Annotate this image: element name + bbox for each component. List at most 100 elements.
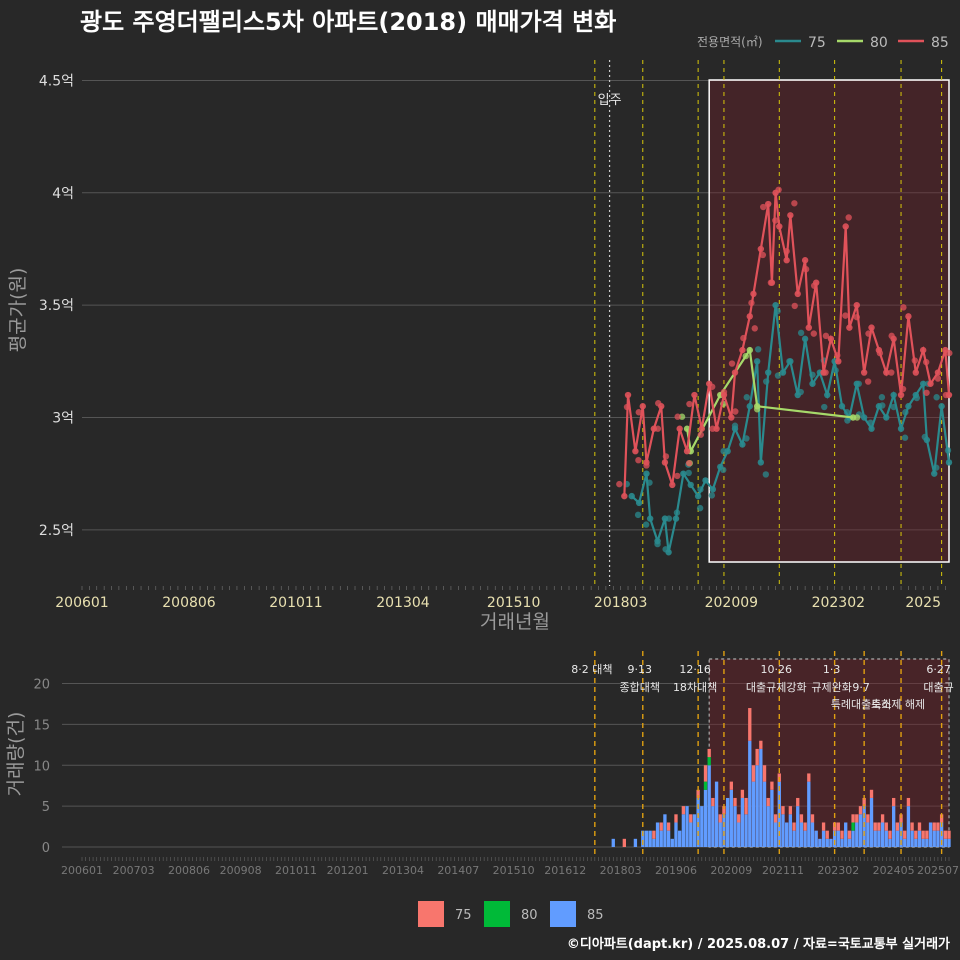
volume-bar-75 bbox=[895, 822, 900, 831]
volume-bar-85 bbox=[796, 806, 800, 847]
price-point-85 bbox=[899, 385, 907, 393]
price-point-80 bbox=[753, 406, 761, 413]
price-x-axis-label: 거래년월 bbox=[480, 611, 550, 633]
price-point-85 bbox=[802, 266, 810, 273]
volume-bar-85 bbox=[773, 822, 778, 847]
volume-event-label: 토허제 해제 bbox=[871, 697, 925, 711]
volume-bar-75 bbox=[858, 806, 863, 815]
volume-bar-75 bbox=[821, 822, 826, 831]
price-point-85 bbox=[783, 248, 790, 255]
price-point-75 bbox=[797, 329, 805, 337]
price-point-85 bbox=[934, 369, 942, 376]
price-point-85 bbox=[922, 358, 930, 366]
volume-bar-75 bbox=[869, 789, 874, 798]
chart-title: 광도 주영더팰리스5차 아파트(2018) 매매가격 변화 bbox=[80, 8, 616, 36]
price-point-85 bbox=[805, 324, 813, 331]
volume-x-tick-label: 202507 bbox=[917, 864, 959, 877]
volume-event-label: 대출규제강화 bbox=[746, 681, 807, 694]
volume-bar-75 bbox=[884, 822, 888, 831]
price-point-85 bbox=[905, 313, 912, 320]
volume-bar-85 bbox=[836, 830, 840, 847]
volume-event-label: 18차대책 bbox=[673, 681, 717, 694]
volume-bar-85 bbox=[655, 822, 660, 847]
price-point-85 bbox=[822, 332, 830, 340]
volume-bar-85 bbox=[928, 822, 933, 847]
price-point-75 bbox=[665, 515, 673, 522]
volume-bar-75 bbox=[921, 830, 925, 839]
price-point-85 bbox=[760, 203, 767, 211]
volume-bar-80 bbox=[707, 757, 711, 766]
price-point-75 bbox=[753, 358, 761, 365]
volume-bar-85 bbox=[711, 806, 715, 847]
volume-bar-85 bbox=[659, 830, 663, 847]
volume-bar-85 bbox=[633, 838, 638, 847]
volume-bar-85 bbox=[722, 814, 726, 847]
volume-bar-85 bbox=[925, 838, 929, 847]
volume-y-ticks: 0 5 10 15 20 bbox=[33, 678, 50, 856]
volume-bar-85 bbox=[884, 830, 888, 847]
price-point-85 bbox=[759, 251, 767, 259]
volume-bar-75 bbox=[707, 748, 711, 758]
price-point-75 bbox=[821, 403, 828, 411]
volume-bar-85 bbox=[785, 822, 789, 847]
price-y-ticks: 2.5억 3억 3.5억 4억 4.5억 bbox=[39, 73, 74, 538]
volume-bar-85 bbox=[648, 830, 652, 847]
price-point-85 bbox=[801, 257, 809, 264]
price-point-85 bbox=[674, 413, 681, 420]
volume-bar-85 bbox=[766, 806, 770, 847]
volume-bar-85 bbox=[729, 789, 733, 847]
volume-x-tick-label: 201304 bbox=[382, 864, 424, 877]
volume-event-label: 12·16 bbox=[679, 663, 711, 676]
volume-bar-75 bbox=[770, 781, 774, 790]
volume-bar-75 bbox=[703, 765, 708, 782]
price-point-75 bbox=[855, 380, 862, 387]
price-point-75 bbox=[694, 492, 702, 500]
price-point-75 bbox=[774, 307, 781, 315]
price-point-85 bbox=[765, 200, 772, 208]
price-point-75 bbox=[654, 540, 661, 548]
price-point-85 bbox=[791, 302, 798, 310]
price-point-75 bbox=[731, 422, 739, 429]
volume-bar-75 bbox=[847, 830, 852, 839]
volume-bar-75 bbox=[807, 773, 811, 782]
volume-bar-85 bbox=[792, 830, 796, 847]
volume-y-axis-label: 거래량(건) bbox=[5, 712, 27, 797]
volume-bar-75 bbox=[696, 789, 700, 798]
price-point-85 bbox=[635, 456, 642, 464]
volume-bar-85 bbox=[936, 830, 940, 847]
price-point-85 bbox=[683, 447, 691, 455]
volume-bar-75 bbox=[932, 822, 936, 831]
volume-event-label: 종합대책 bbox=[620, 681, 660, 694]
volume-x-tick-label: 201011 bbox=[275, 864, 317, 877]
price-grid bbox=[82, 79, 949, 531]
volume-bar-75 bbox=[718, 814, 722, 823]
price-point-75 bbox=[824, 391, 831, 399]
volume-bar-85 bbox=[943, 838, 947, 847]
price-x-tick-label: 201011 bbox=[269, 595, 322, 611]
volume-bar-75 bbox=[910, 822, 914, 831]
legend-label-75: 75 bbox=[808, 35, 826, 51]
volume-bar-85 bbox=[759, 748, 763, 847]
price-point-75 bbox=[757, 459, 765, 466]
price-point-75 bbox=[897, 425, 905, 432]
price-point-75 bbox=[890, 391, 897, 399]
volume-bar-75 bbox=[836, 822, 840, 831]
volume-bar-85 bbox=[641, 830, 645, 847]
price-point-85 bbox=[835, 358, 842, 365]
price-point-80 bbox=[742, 352, 749, 360]
volume-bar-85 bbox=[725, 797, 730, 847]
volume-bar-85 bbox=[807, 781, 811, 847]
price-point-75 bbox=[739, 441, 746, 448]
price-point-75 bbox=[646, 515, 654, 522]
volume-bar-85 bbox=[803, 830, 807, 847]
price-point-85 bbox=[697, 431, 705, 438]
price-point-75 bbox=[646, 479, 653, 486]
price-point-75 bbox=[867, 419, 874, 426]
volume-bar-75 bbox=[766, 797, 770, 807]
volume-bar-75 bbox=[866, 814, 870, 823]
volume-bar-75 bbox=[796, 797, 800, 807]
price-point-75 bbox=[933, 464, 940, 471]
price-point-75 bbox=[938, 403, 945, 410]
volume-bar-85 bbox=[825, 838, 829, 847]
price-point-85 bbox=[883, 369, 890, 376]
